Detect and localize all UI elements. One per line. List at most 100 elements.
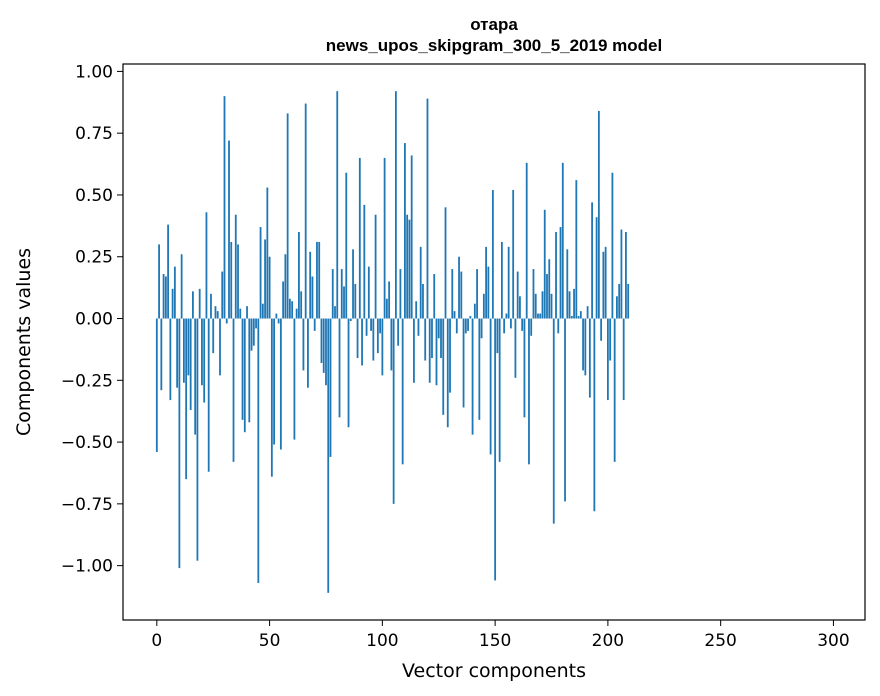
bar-141 <box>473 303 476 319</box>
y-tick-label: 1.00 <box>75 62 113 82</box>
bar-71 <box>316 241 318 319</box>
bar-107 <box>397 318 400 346</box>
bar-57 <box>284 254 287 319</box>
bar-98 <box>376 318 379 354</box>
bar-38 <box>241 318 244 420</box>
bar-116 <box>417 318 420 336</box>
bar-144 <box>480 318 483 339</box>
bar-152 <box>498 318 501 462</box>
bar-35 <box>234 214 237 319</box>
bar-161 <box>519 296 521 319</box>
bar-200 <box>606 318 609 401</box>
bar-80 <box>336 91 339 319</box>
y-axis-label: Components values <box>13 248 35 436</box>
bar-128 <box>444 207 447 319</box>
bar-50 <box>268 256 271 319</box>
x-tick-label: 150 <box>479 631 511 651</box>
bar-92 <box>363 204 366 319</box>
bar-2 <box>160 318 163 391</box>
bar-110 <box>404 143 406 319</box>
chart-title-line-2: news_upos_skipgram_300_5_2019 model <box>326 36 662 55</box>
bar-58 <box>286 113 289 319</box>
bar-53 <box>275 313 278 319</box>
bar-120 <box>426 98 429 319</box>
bar-188 <box>579 311 582 319</box>
bar-91 <box>361 318 363 366</box>
bar-96 <box>372 318 375 361</box>
bar-203 <box>613 318 616 462</box>
bar-121 <box>428 318 431 383</box>
bar-13 <box>185 318 188 480</box>
bar-179 <box>559 227 562 319</box>
bar-143 <box>478 318 481 420</box>
bar-102 <box>385 298 388 319</box>
x-tick-label: 300 <box>817 631 849 651</box>
bar-103 <box>388 281 391 319</box>
bar-157 <box>510 318 512 329</box>
y-tick-label: 0.50 <box>75 186 113 206</box>
bar-90 <box>358 157 361 319</box>
bar-208 <box>625 232 627 319</box>
bar-169 <box>537 313 539 319</box>
bar-70 <box>313 318 316 331</box>
bar-130 <box>449 318 451 393</box>
bar-146 <box>485 246 487 319</box>
bar-56 <box>282 281 285 319</box>
bar-132 <box>453 311 456 319</box>
bar-170 <box>539 313 542 319</box>
bar-77 <box>329 318 332 457</box>
bar-160 <box>516 271 519 319</box>
bar-89 <box>356 318 359 359</box>
bar-28 <box>219 318 221 376</box>
bar-4 <box>164 276 167 319</box>
bar-7 <box>171 288 174 319</box>
x-axis-ticks: 0 50 100 150 200 250 300 <box>151 620 850 651</box>
bar-201 <box>609 318 612 361</box>
bar-187 <box>577 316 580 319</box>
bar-112 <box>408 219 411 319</box>
x-tick-label: 0 <box>151 631 162 651</box>
bar-113 <box>410 155 413 319</box>
bar-55 <box>279 318 282 450</box>
bar-192 <box>588 318 591 398</box>
bar-95 <box>370 318 372 331</box>
bar-8 <box>173 266 176 319</box>
bar-181 <box>564 318 566 502</box>
bar-154 <box>503 318 506 334</box>
bar-114 <box>413 318 415 383</box>
bar-174 <box>548 259 551 319</box>
bar-175 <box>550 293 553 319</box>
bar-64 <box>300 291 303 319</box>
bar-19 <box>198 288 201 319</box>
bar-44 <box>255 318 257 329</box>
bar-49 <box>266 187 269 319</box>
bar-18 <box>196 318 199 561</box>
bar-196 <box>597 110 600 319</box>
bar-140 <box>471 318 474 435</box>
y-tick-label: −0.25 <box>61 371 113 391</box>
bar-199 <box>604 246 607 319</box>
bar-17 <box>194 318 197 435</box>
bar-20 <box>201 318 203 386</box>
bar-99 <box>379 318 381 334</box>
bar-87 <box>352 249 354 319</box>
bar-1 <box>158 244 160 319</box>
bar-93 <box>365 318 368 336</box>
bar-11 <box>180 254 183 319</box>
bar-178 <box>557 318 560 334</box>
bar-138 <box>467 318 469 331</box>
bar-111 <box>406 214 409 319</box>
y-tick-label: −0.75 <box>61 495 113 515</box>
bar-185 <box>573 288 575 319</box>
bar-125 <box>437 318 440 339</box>
bar-158 <box>512 190 515 319</box>
bar-33 <box>230 241 233 319</box>
bar-52 <box>273 318 275 445</box>
bar-94 <box>367 266 370 319</box>
bar-176 <box>552 318 555 524</box>
bar-100 <box>381 318 384 376</box>
bar-202 <box>611 172 614 319</box>
x-tick-label: 250 <box>704 631 736 651</box>
bar-198 <box>602 251 605 319</box>
bar-142 <box>476 269 478 319</box>
